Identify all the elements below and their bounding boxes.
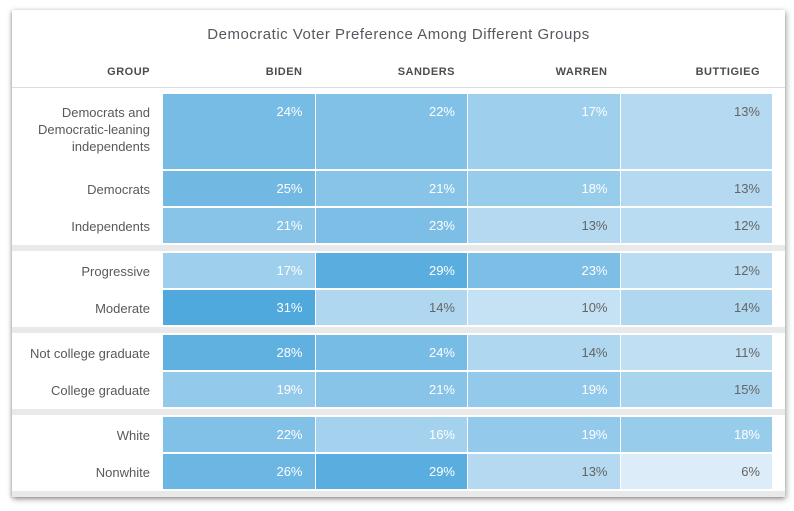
heatmap-cell: 17%	[162, 253, 315, 288]
heatmap-cell: 24%	[314, 335, 467, 370]
heatmap-cell: 19%	[162, 372, 315, 407]
table-row: Progressive 17% 29% 23% 12%	[12, 253, 785, 288]
table-header: GROUP BIDEN SANDERS WARREN BUTTIGIEG	[12, 66, 785, 78]
row-label: Progressive	[12, 253, 162, 288]
heatmap-cell: 22%	[314, 94, 467, 169]
column-header-group: GROUP	[107, 66, 150, 78]
column-header-sanders: SANDERS	[397, 66, 455, 78]
heatmap-cell: 14%	[619, 290, 772, 325]
heatmap-cell: 31%	[162, 290, 315, 325]
heatmap-cell: 21%	[162, 208, 315, 243]
heatmap-cell: 13%	[619, 94, 772, 169]
heatmap-cell: 12%	[619, 253, 772, 288]
heatmap-card: Democratic Voter Preference Among Differ…	[12, 10, 785, 497]
column-header-buttigieg: BUTTIGIEG	[695, 66, 760, 78]
heatmap-cell: 10%	[467, 290, 620, 325]
heatmap-cell: 28%	[162, 335, 315, 370]
table-body: Democrats and Democratic-leaning indepen…	[12, 94, 785, 497]
heatmap-cell: 13%	[467, 208, 620, 243]
table-row: Nonwhite 26% 29% 13% 6%	[12, 454, 785, 489]
heatmap-cell: 21%	[314, 171, 467, 206]
heatmap-cell: 19%	[467, 372, 620, 407]
row-label: Nonwhite	[12, 454, 162, 489]
heatmap-cell: 24%	[162, 94, 315, 169]
row-label: Independents	[12, 208, 162, 243]
heatmap-cell: 19%	[467, 417, 620, 452]
heatmap-cell: 22%	[162, 417, 315, 452]
heatmap-cell: 13%	[619, 171, 772, 206]
heatmap-cell: 16%	[314, 417, 467, 452]
heatmap-cell: 17%	[467, 94, 620, 169]
heatmap-cell: 29%	[314, 253, 467, 288]
group-separator	[12, 409, 785, 415]
heatmap-cell: 6%	[619, 454, 772, 489]
row-label: Democrats and Democratic-leaning indepen…	[12, 94, 162, 169]
table-row: Democrats 25% 21% 18% 13%	[12, 171, 785, 206]
heatmap-cell: 18%	[619, 417, 772, 452]
row-label: College graduate	[12, 372, 162, 407]
chart-title: Democratic Voter Preference Among Differ…	[207, 26, 590, 43]
table-row: Independents 21% 23% 13% 12%	[12, 208, 785, 243]
heatmap-cell: 12%	[619, 208, 772, 243]
heatmap-cell: 18%	[467, 171, 620, 206]
column-header-warren: WARREN	[555, 66, 608, 78]
group-separator	[12, 327, 785, 333]
table-row: Moderate 31% 14% 10% 14%	[12, 290, 785, 325]
table-row: White 22% 16% 19% 18%	[12, 417, 785, 452]
heatmap-cell: 14%	[314, 290, 467, 325]
heatmap-cell: 29%	[314, 454, 467, 489]
column-header-biden: BIDEN	[265, 66, 303, 78]
heatmap-cell: 21%	[314, 372, 467, 407]
heatmap-cell: 11%	[619, 335, 772, 370]
heatmap-cell: 13%	[467, 454, 620, 489]
header-divider	[12, 87, 785, 88]
row-label: Moderate	[12, 290, 162, 325]
heatmap-cell: 23%	[467, 253, 620, 288]
table-row: Democrats and Democratic-leaning indepen…	[12, 94, 785, 169]
row-label: White	[12, 417, 162, 452]
heatmap-cell: 15%	[619, 372, 772, 407]
heatmap-cell: 14%	[467, 335, 620, 370]
table-row: College graduate 19% 21% 19% 15%	[12, 372, 785, 407]
heatmap-cell: 25%	[162, 171, 315, 206]
group-separator	[12, 245, 785, 251]
table-row: Not college graduate 28% 24% 14% 11%	[12, 335, 785, 370]
row-label: Not college graduate	[12, 335, 162, 370]
group-separator	[12, 491, 785, 497]
heatmap-cell: 23%	[314, 208, 467, 243]
heatmap-cell: 26%	[162, 454, 315, 489]
row-label: Democrats	[12, 171, 162, 206]
